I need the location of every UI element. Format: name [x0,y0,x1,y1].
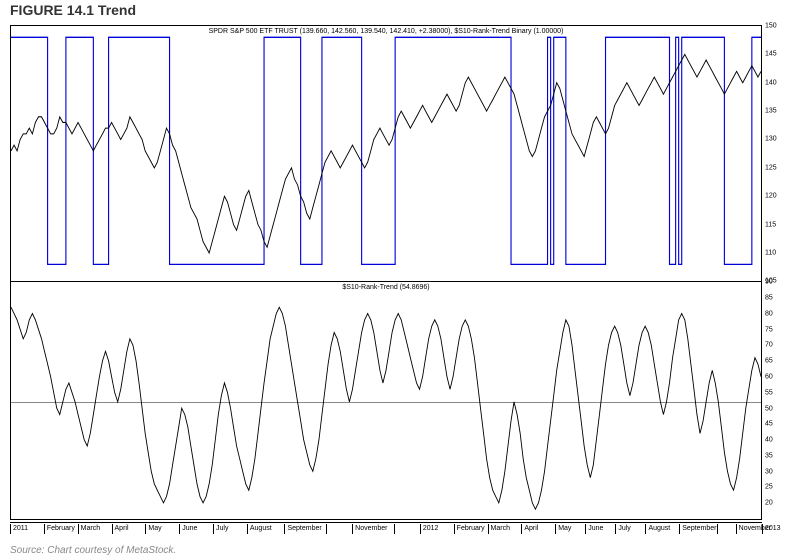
x-tick-label: September [284,524,321,534]
y-tick-label: 60 [765,374,773,381]
x-tick-label: 2011 [10,524,28,534]
y-tick-label: 35 [765,452,773,459]
x-tick-label: August [645,524,670,534]
x-tick-label: March [78,524,100,534]
y-tick-label: 45 [765,421,773,428]
top-panel: SPDR S&P 500 ETF TRUST (139.660, 142.560… [11,26,761,282]
y-tick-label: 85 [765,295,773,302]
x-tick-label [394,524,397,534]
x-tick-label [717,524,720,534]
x-tick-label: April [112,524,129,534]
x-tick-label: April [521,524,538,534]
top-y-axis: 105110115120125130135140145150 [765,26,795,281]
x-tick-label: June [585,524,603,534]
y-tick-label: 115 [765,221,776,228]
y-tick-label: 40 [765,437,773,444]
bottom-panel-title: $S10-Rank-Trend (54.8696) [342,284,429,291]
x-tick-label: July [615,524,630,534]
x-tick-label: February [454,524,485,534]
bottom-chart-plot [11,282,761,519]
y-tick-label: 70 [765,342,773,349]
y-tick-label: 135 [765,108,777,115]
y-tick-label: 30 [765,468,773,475]
y-tick-label: 20 [765,500,773,507]
y-tick-label: 65 [765,358,773,365]
y-tick-label: 90 [765,279,773,286]
chart-container: SPDR S&P 500 ETF TRUST (139.660, 142.560… [10,25,762,520]
y-tick-label: 25 [765,484,773,491]
y-tick-label: 50 [765,405,773,412]
x-axis: 2011FebruaryMarchAprilMayJuneJulyAugustS… [10,522,762,534]
x-tick-label: August [247,524,272,534]
y-tick-label: 55 [765,389,773,396]
x-tick-label [326,524,329,534]
y-tick-label: 130 [765,136,777,143]
source-caption: Source: Chart courtesy of MetaStock. [10,545,176,556]
figure-title: FIGURE 14.1 Trend [0,0,800,20]
x-tick-label: September [679,524,716,534]
bottom-y-axis: 20 25 30 35 40 45 50 55 60 65 70 75 80 85 90 [765,282,795,519]
x-tick-label: 2012 [420,524,439,534]
y-tick-label: 140 [765,79,777,86]
x-tick-label: 2013 [762,524,781,534]
x-tick-label: May [145,524,161,534]
y-tick-label: 110 [765,249,776,256]
top-panel-title: SPDR S&P 500 ETF TRUST (139.660, 142.560… [209,28,564,35]
y-tick-label: 75 [765,326,773,333]
top-chart-plot [11,26,761,281]
x-tick-label: July [213,524,228,534]
y-tick-label: 80 [765,310,773,317]
x-tick-label: February [44,524,75,534]
y-tick-label: 145 [765,51,777,58]
x-tick-label: March [488,524,510,534]
bottom-panel: $S10-Rank-Trend (54.8696) 20253035404550… [11,282,761,519]
y-tick-label: 125 [765,164,777,171]
x-tick-label: May [555,524,571,534]
x-tick-label: June [179,524,197,534]
y-tick-label: 150 [765,23,777,30]
x-tick-label: November [352,524,387,534]
y-tick-label: 120 [765,193,777,200]
